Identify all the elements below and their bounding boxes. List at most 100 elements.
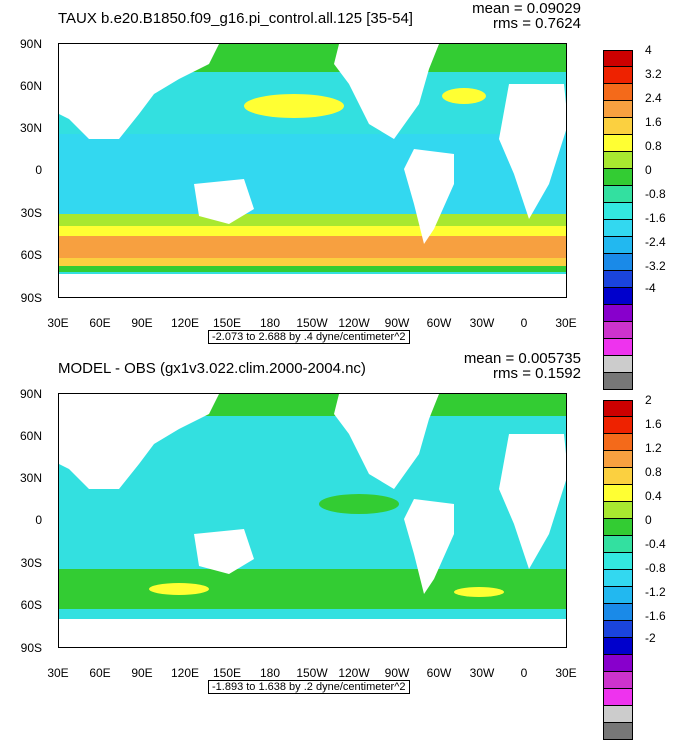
colorbar-swatch: [603, 339, 633, 356]
lon-label: 90W: [384, 666, 410, 680]
lon-label: 120E: [170, 316, 200, 330]
eurasia-land: [59, 44, 219, 139]
antarctica-land: [59, 619, 566, 647]
colorbar-swatch: [603, 237, 633, 254]
lon-label: 120W: [338, 666, 370, 680]
colorbar-swatch: [603, 485, 633, 502]
contour-info: -2.073 to 2.688 by .4 dyne/centimeter^2: [208, 330, 410, 344]
colorbar-label: 4: [645, 43, 652, 57]
colorbar-label: -3.2: [645, 259, 666, 273]
lon-label: 0: [520, 666, 528, 680]
lat-label: 90N: [19, 387, 42, 401]
colorbar: [603, 50, 633, 390]
colorbar-label: 0.8: [645, 139, 662, 153]
lon-label: 120E: [170, 666, 200, 680]
lon-label: 90W: [384, 316, 410, 330]
colorbar-swatch: [603, 587, 633, 604]
africa-land: [499, 434, 566, 569]
colorbar-swatch: [603, 621, 633, 638]
colorbar-label: 2: [645, 393, 652, 407]
colorbar-label: 0.8: [645, 465, 662, 479]
lon-label: 120W: [338, 316, 370, 330]
colorbar-swatch: [603, 434, 633, 451]
colorbar-swatch: [603, 203, 633, 220]
colorbar-swatch: [603, 553, 633, 570]
lat-label: 60S: [20, 598, 42, 612]
lon-label: 150W: [296, 316, 328, 330]
colorbar-swatch: [603, 570, 633, 587]
colorbar-swatch: [603, 723, 633, 740]
tropic-band: [59, 134, 566, 224]
colorbar-swatch: [603, 706, 633, 723]
colorbar-swatch: [603, 135, 633, 152]
colorbar-swatch: [603, 118, 633, 135]
colorbar-swatch: [603, 655, 633, 672]
south-band-4: [59, 258, 566, 266]
south-band-3: [59, 236, 566, 258]
lat-label: 0: [35, 513, 42, 527]
colorbar-swatch: [603, 417, 633, 434]
lat-label: 90S: [20, 291, 42, 305]
colorbar-label: -0.4: [645, 537, 666, 551]
model-obs-panel: MODEL - OBS (gx1v3.022.clim.2000-2004.nc…: [0, 350, 700, 740]
colorbar-swatch: [603, 689, 633, 706]
colorbar-label: 0.4: [645, 489, 662, 503]
eurasia-land: [59, 394, 219, 489]
contour-info: -1.893 to 1.638 by .2 dyne/centimeter^2: [208, 680, 410, 694]
colorbar-swatch: [603, 50, 633, 67]
colorbar-swatch: [603, 271, 633, 288]
colorbar-label: -4: [645, 281, 656, 295]
south-america-land: [404, 149, 454, 244]
south-america-land: [404, 499, 454, 594]
colorbar-label: -2.4: [645, 235, 666, 249]
lon-label: 0: [520, 316, 528, 330]
lon-label: 30W: [469, 666, 495, 680]
lat-label: 60N: [19, 79, 42, 93]
lat-label: 90N: [19, 37, 42, 51]
colorbar-swatch: [603, 604, 633, 621]
lat-label: 90S: [20, 641, 42, 655]
panel-title: MODEL - OBS (gx1v3.022.clim.2000-2004.nc…: [58, 360, 366, 377]
australia-land: [194, 179, 254, 224]
colorbar-label: 1.6: [645, 417, 662, 431]
south-indian-max: [149, 583, 209, 595]
colorbar-swatch: [603, 84, 633, 101]
lon-label: 150E: [212, 316, 242, 330]
lon-label: 150W: [296, 666, 328, 680]
lon-label: 180: [259, 666, 281, 680]
colorbar-swatch: [603, 67, 633, 84]
north-america-land: [334, 394, 439, 489]
colorbar-swatch: [603, 638, 633, 655]
colorbar-label: -1.2: [645, 585, 666, 599]
colorbar-label: 2.4: [645, 91, 662, 105]
south-band-2: [59, 226, 566, 236]
colorbar-swatch: [603, 254, 633, 271]
map-plot: [58, 393, 567, 648]
rms-value: rms = 0.1592: [493, 365, 581, 382]
lon-label: 60W: [426, 666, 452, 680]
colorbar-swatch: [603, 152, 633, 169]
north-atlantic-max: [442, 88, 486, 104]
north-pacific-max: [244, 94, 344, 118]
colorbar-swatch: [603, 101, 633, 118]
colorbar-swatch: [603, 519, 633, 536]
lon-label: 30E: [47, 666, 69, 680]
colorbar-swatch: [603, 305, 633, 322]
lat-label: 60N: [19, 429, 42, 443]
mean-value: mean = 0.005735: [463, 350, 581, 367]
lat-label: 30S: [20, 206, 42, 220]
lon-label: 90E: [131, 666, 153, 680]
south-atlantic-max: [454, 587, 504, 597]
lon-label: 150E: [212, 666, 242, 680]
colorbar-swatch: [603, 451, 633, 468]
colorbar-label: -0.8: [645, 187, 666, 201]
colorbar-label: 0: [645, 513, 652, 527]
north-america-land: [334, 44, 439, 139]
lat-label: 30S: [20, 556, 42, 570]
colorbar-swatch: [603, 356, 633, 373]
australia-land: [194, 529, 254, 574]
lon-label: 60W: [426, 316, 452, 330]
colorbar: [603, 400, 633, 740]
colorbar-swatch: [603, 468, 633, 485]
colorbar-label: -1.6: [645, 211, 666, 225]
